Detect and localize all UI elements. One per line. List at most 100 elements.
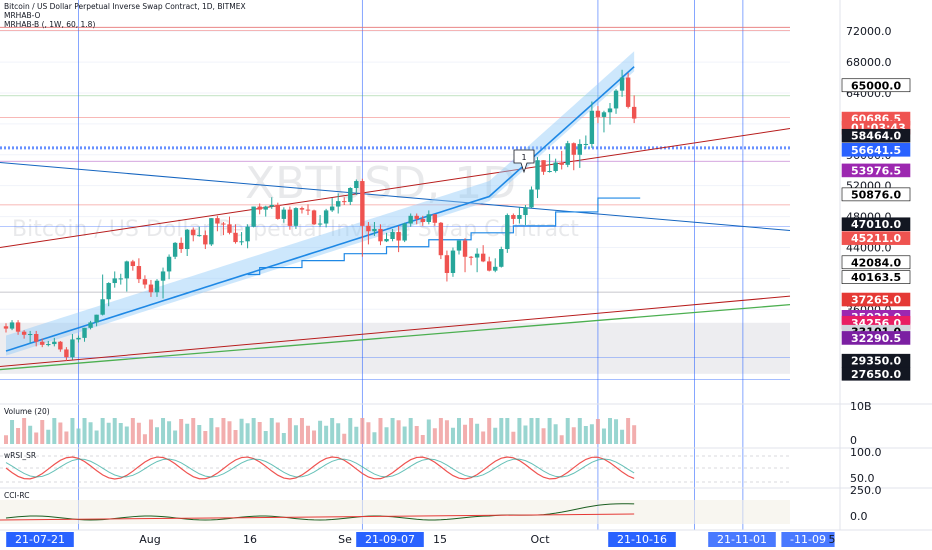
time-label[interactable]: 21-11-01 <box>708 532 776 547</box>
candle[interactable] <box>142 275 148 289</box>
time-label[interactable]: 21-07-21 <box>6 532 74 547</box>
candle[interactable] <box>40 338 45 348</box>
candle[interactable] <box>601 110 607 133</box>
candle[interactable] <box>275 202 280 220</box>
candle[interactable] <box>15 320 21 335</box>
candle[interactable] <box>420 215 425 226</box>
candle[interactable] <box>553 158 558 173</box>
price-tag[interactable]: 37265.0 <box>841 292 911 307</box>
candle[interactable] <box>571 142 576 171</box>
candle[interactable] <box>191 227 196 242</box>
price-tag[interactable]: 29350.0 <box>841 353 911 368</box>
candle[interactable] <box>595 106 601 124</box>
candle[interactable] <box>577 139 582 168</box>
candle[interactable] <box>118 273 123 285</box>
candle[interactable] <box>130 259 136 271</box>
time-label[interactable]: 21-09-07 <box>356 532 424 547</box>
candle[interactable] <box>487 256 492 272</box>
candle[interactable] <box>354 179 359 195</box>
candle[interactable] <box>493 258 498 273</box>
candle[interactable] <box>468 255 474 266</box>
candle[interactable] <box>529 186 534 209</box>
candle[interactable] <box>112 271 117 288</box>
candle[interactable] <box>348 187 353 205</box>
candle[interactable] <box>215 215 220 232</box>
candle[interactable] <box>100 274 105 316</box>
price-tag[interactable]: 47010.0 <box>841 217 911 232</box>
candle[interactable] <box>34 330 39 347</box>
candle[interactable] <box>450 247 456 277</box>
candle[interactable] <box>58 340 63 352</box>
candle[interactable] <box>511 213 516 225</box>
time-label[interactable]: 5 <box>829 533 836 546</box>
candle[interactable] <box>402 222 407 243</box>
candle[interactable] <box>323 208 329 228</box>
candle[interactable] <box>541 160 546 175</box>
candle[interactable] <box>589 101 595 148</box>
candle[interactable] <box>209 218 214 246</box>
candle[interactable] <box>299 206 305 214</box>
candle[interactable] <box>372 221 377 236</box>
candle[interactable] <box>221 221 226 236</box>
candle[interactable] <box>384 232 389 243</box>
candle[interactable] <box>336 193 341 214</box>
candle[interactable] <box>227 216 232 235</box>
candle[interactable] <box>438 221 444 260</box>
candle[interactable] <box>317 215 323 227</box>
time-label[interactable]: 21-10-16 <box>608 532 676 547</box>
candle[interactable] <box>426 210 431 225</box>
candle[interactable] <box>414 213 419 225</box>
time-label[interactable]: 16 <box>243 533 257 546</box>
price-tag[interactable]: 45211.0 <box>841 231 911 246</box>
candle[interactable] <box>329 198 335 212</box>
candle[interactable] <box>523 205 528 226</box>
price-tag[interactable]: 53976.5 <box>841 163 911 178</box>
candle[interactable] <box>287 206 293 230</box>
time-label[interactable]: Oct <box>530 533 550 546</box>
price-tag[interactable]: 32290.5 <box>841 331 911 345</box>
candle[interactable] <box>499 246 504 268</box>
candle[interactable] <box>342 197 347 205</box>
candle[interactable] <box>535 157 540 199</box>
candle[interactable] <box>3 323 9 333</box>
candle[interactable] <box>444 250 450 282</box>
candle[interactable] <box>607 103 613 125</box>
time-label[interactable]: Aug <box>139 533 160 546</box>
candle[interactable] <box>269 197 274 209</box>
candle[interactable] <box>613 89 619 114</box>
candle[interactable] <box>160 267 166 299</box>
candle[interactable] <box>148 279 154 297</box>
price-tag[interactable]: 65000.0 <box>841 78 911 93</box>
price-tag[interactable]: 50876.0 <box>841 187 911 202</box>
candle[interactable] <box>378 224 383 246</box>
price-tag[interactable]: 42084.0 <box>841 255 911 270</box>
time-label[interactable]: Se <box>338 533 352 546</box>
candle[interactable] <box>360 178 365 257</box>
candle[interactable] <box>263 205 268 217</box>
candle[interactable] <box>172 242 178 260</box>
candle[interactable] <box>178 237 184 253</box>
candle[interactable] <box>9 320 15 331</box>
price-tag[interactable]: 56641.5 <box>841 143 911 157</box>
candle[interactable] <box>46 340 51 347</box>
candle[interactable] <box>559 150 564 170</box>
candle[interactable] <box>21 330 27 339</box>
candle[interactable] <box>197 226 202 237</box>
candle[interactable] <box>52 337 57 347</box>
candle[interactable] <box>565 140 570 168</box>
candle[interactable] <box>70 334 75 360</box>
candle[interactable] <box>456 240 462 255</box>
candle[interactable] <box>106 282 111 307</box>
candle[interactable] <box>619 69 625 97</box>
time-label[interactable]: 15 <box>433 533 447 546</box>
candle[interactable] <box>88 320 93 330</box>
price-tag[interactable]: 40163.5 <box>841 270 911 285</box>
candle[interactable] <box>631 95 637 124</box>
candle[interactable] <box>94 314 99 327</box>
candle[interactable] <box>390 228 395 242</box>
candle[interactable] <box>64 347 69 362</box>
candle[interactable] <box>480 245 486 263</box>
candle[interactable] <box>257 203 262 215</box>
candle[interactable] <box>281 207 287 223</box>
